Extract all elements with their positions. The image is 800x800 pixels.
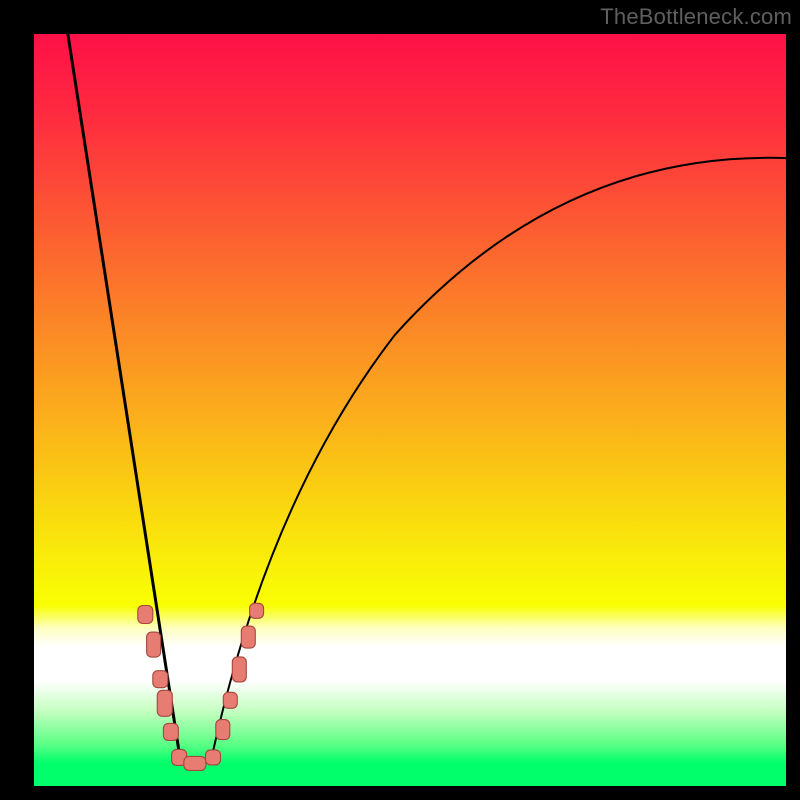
data-marker: [157, 690, 172, 716]
data-marker: [184, 756, 206, 770]
data-marker: [216, 720, 230, 740]
curve-right: [211, 158, 786, 762]
data-marker: [163, 723, 178, 740]
data-marker: [250, 603, 264, 618]
chart-frame: TheBottleneck.com: [0, 0, 800, 800]
curve-left: [68, 34, 211, 762]
data-marker: [241, 626, 255, 648]
data-marker: [232, 657, 246, 682]
data-marker: [206, 750, 221, 765]
data-marker: [153, 671, 168, 688]
data-marker: [223, 692, 237, 708]
data-marker: [147, 632, 161, 657]
chart-svg: [0, 0, 800, 800]
data-marker: [138, 606, 153, 624]
watermark-text: TheBottleneck.com: [600, 4, 792, 30]
